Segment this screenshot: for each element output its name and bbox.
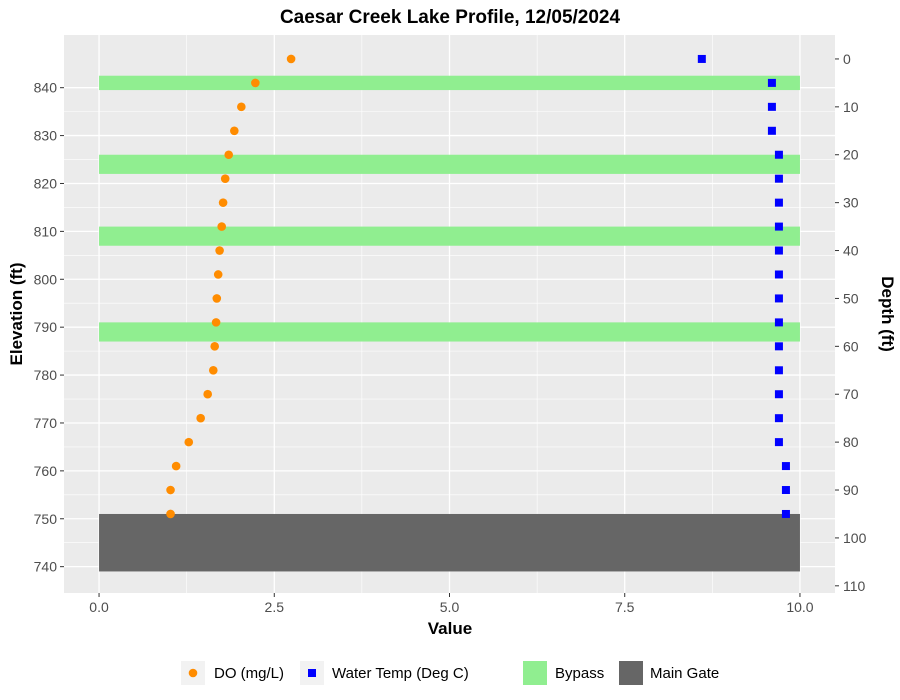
- y2-axis-title: Depth (ft): [878, 276, 897, 352]
- temp-point: [774, 174, 783, 183]
- temp-point: [774, 246, 783, 255]
- x-tick-label: 0.0: [89, 599, 109, 615]
- depth-tick-label: 40: [843, 243, 859, 259]
- do-point: [166, 509, 175, 519]
- value-axis: 0.0 2.5 5.0 7.5 10.0: [89, 593, 814, 615]
- do-point: [217, 222, 227, 231]
- depth-tick-label: 80: [843, 434, 859, 450]
- do-point: [220, 174, 230, 183]
- depth-tick-label: 30: [843, 195, 859, 211]
- depth-tick-label: 60: [843, 338, 859, 354]
- temp-point: [774, 318, 783, 327]
- temp-point: [774, 390, 783, 399]
- y-tick-label: 770: [34, 415, 58, 431]
- y-axis-title: Elevation (ft): [7, 263, 26, 366]
- y-tick-label: 820: [34, 175, 58, 191]
- depth-tick-label: 50: [843, 290, 859, 306]
- do-point: [237, 102, 246, 112]
- do-point: [184, 437, 194, 447]
- x-tick-label: 5.0: [440, 599, 460, 615]
- do-point: [196, 413, 205, 423]
- depth-tick-label: 20: [843, 147, 859, 163]
- temp-point: [774, 342, 783, 351]
- do-point: [210, 342, 219, 351]
- legend-fill-key: [619, 661, 643, 685]
- y-tick-label: 740: [34, 559, 58, 575]
- temp-point: [767, 126, 776, 135]
- y-tick-label: 750: [34, 511, 58, 527]
- main-gate-band: [99, 513, 800, 572]
- temp-point: [774, 198, 783, 207]
- bypass-band: [99, 75, 800, 91]
- data-points: [166, 54, 790, 519]
- do-point: [211, 318, 221, 327]
- depth-tick-label: 100: [843, 530, 867, 546]
- x-tick-label: 2.5: [265, 599, 285, 615]
- bypass-band: [99, 322, 800, 342]
- x-axis-title: Value: [428, 619, 472, 638]
- do-point: [224, 150, 234, 160]
- y-tick-label: 830: [34, 128, 58, 144]
- do-point: [215, 246, 224, 255]
- do-point: [286, 54, 296, 64]
- gate-bands: [99, 75, 800, 572]
- temp-point: [774, 150, 783, 159]
- do-point: [208, 365, 218, 375]
- y-tick-label: 780: [34, 367, 58, 383]
- depth-tick-label: 90: [843, 482, 859, 498]
- temp-point: [767, 78, 776, 87]
- legend-label: Main Gate: [650, 665, 719, 682]
- do-point: [212, 294, 222, 303]
- chart-title: Caesar Creek Lake Profile, 12/05/2024: [280, 7, 621, 28]
- y-tick-label: 810: [34, 223, 58, 239]
- temp-point: [767, 102, 776, 111]
- y-tick-label: 790: [34, 319, 58, 335]
- bypass-band: [99, 226, 800, 246]
- bypass-band: [99, 154, 800, 174]
- do-point: [203, 389, 212, 399]
- temp-point: [781, 486, 790, 495]
- x-tick-label: 7.5: [615, 599, 635, 615]
- do-point: [213, 270, 223, 279]
- depth-tick-label: 0: [843, 51, 851, 67]
- legend-label: DO (mg/L): [214, 665, 284, 682]
- y-tick-label: 760: [34, 463, 58, 479]
- do-point: [171, 461, 181, 471]
- y-tick-label: 840: [34, 80, 58, 96]
- legend-label: Water Temp (Deg C): [332, 665, 469, 682]
- legend-temp-marker: [308, 669, 316, 677]
- temp-point: [781, 509, 790, 518]
- do-point: [251, 78, 260, 88]
- depth-axis: 0 10 20 30 40 50 60 70 80 90 100 110: [835, 51, 867, 594]
- legend: DO (mg/L) Water Temp (Deg C) Bypass Main Ga…: [181, 661, 719, 685]
- do-point: [166, 485, 175, 495]
- y-tick-label: 800: [34, 271, 58, 287]
- depth-tick-label: 70: [843, 386, 859, 402]
- do-point: [230, 126, 239, 136]
- temp-point: [774, 294, 783, 303]
- temp-point: [781, 462, 790, 471]
- elevation-axis: 740 750 760 770 780 790 800 810 820 830 840: [34, 80, 64, 575]
- temp-point: [774, 366, 783, 375]
- temp-point: [774, 222, 783, 231]
- legend-fill-key: [523, 661, 547, 685]
- legend-label: Bypass: [555, 665, 604, 682]
- temp-point: [774, 414, 783, 423]
- legend-do-marker: [188, 668, 198, 678]
- x-tick-label: 10.0: [786, 599, 813, 615]
- do-point: [218, 198, 228, 207]
- temp-point: [774, 270, 783, 279]
- depth-tick-label: 10: [843, 99, 859, 115]
- temp-point: [697, 54, 706, 63]
- temp-point: [774, 438, 783, 447]
- depth-tick-label: 110: [843, 578, 866, 594]
